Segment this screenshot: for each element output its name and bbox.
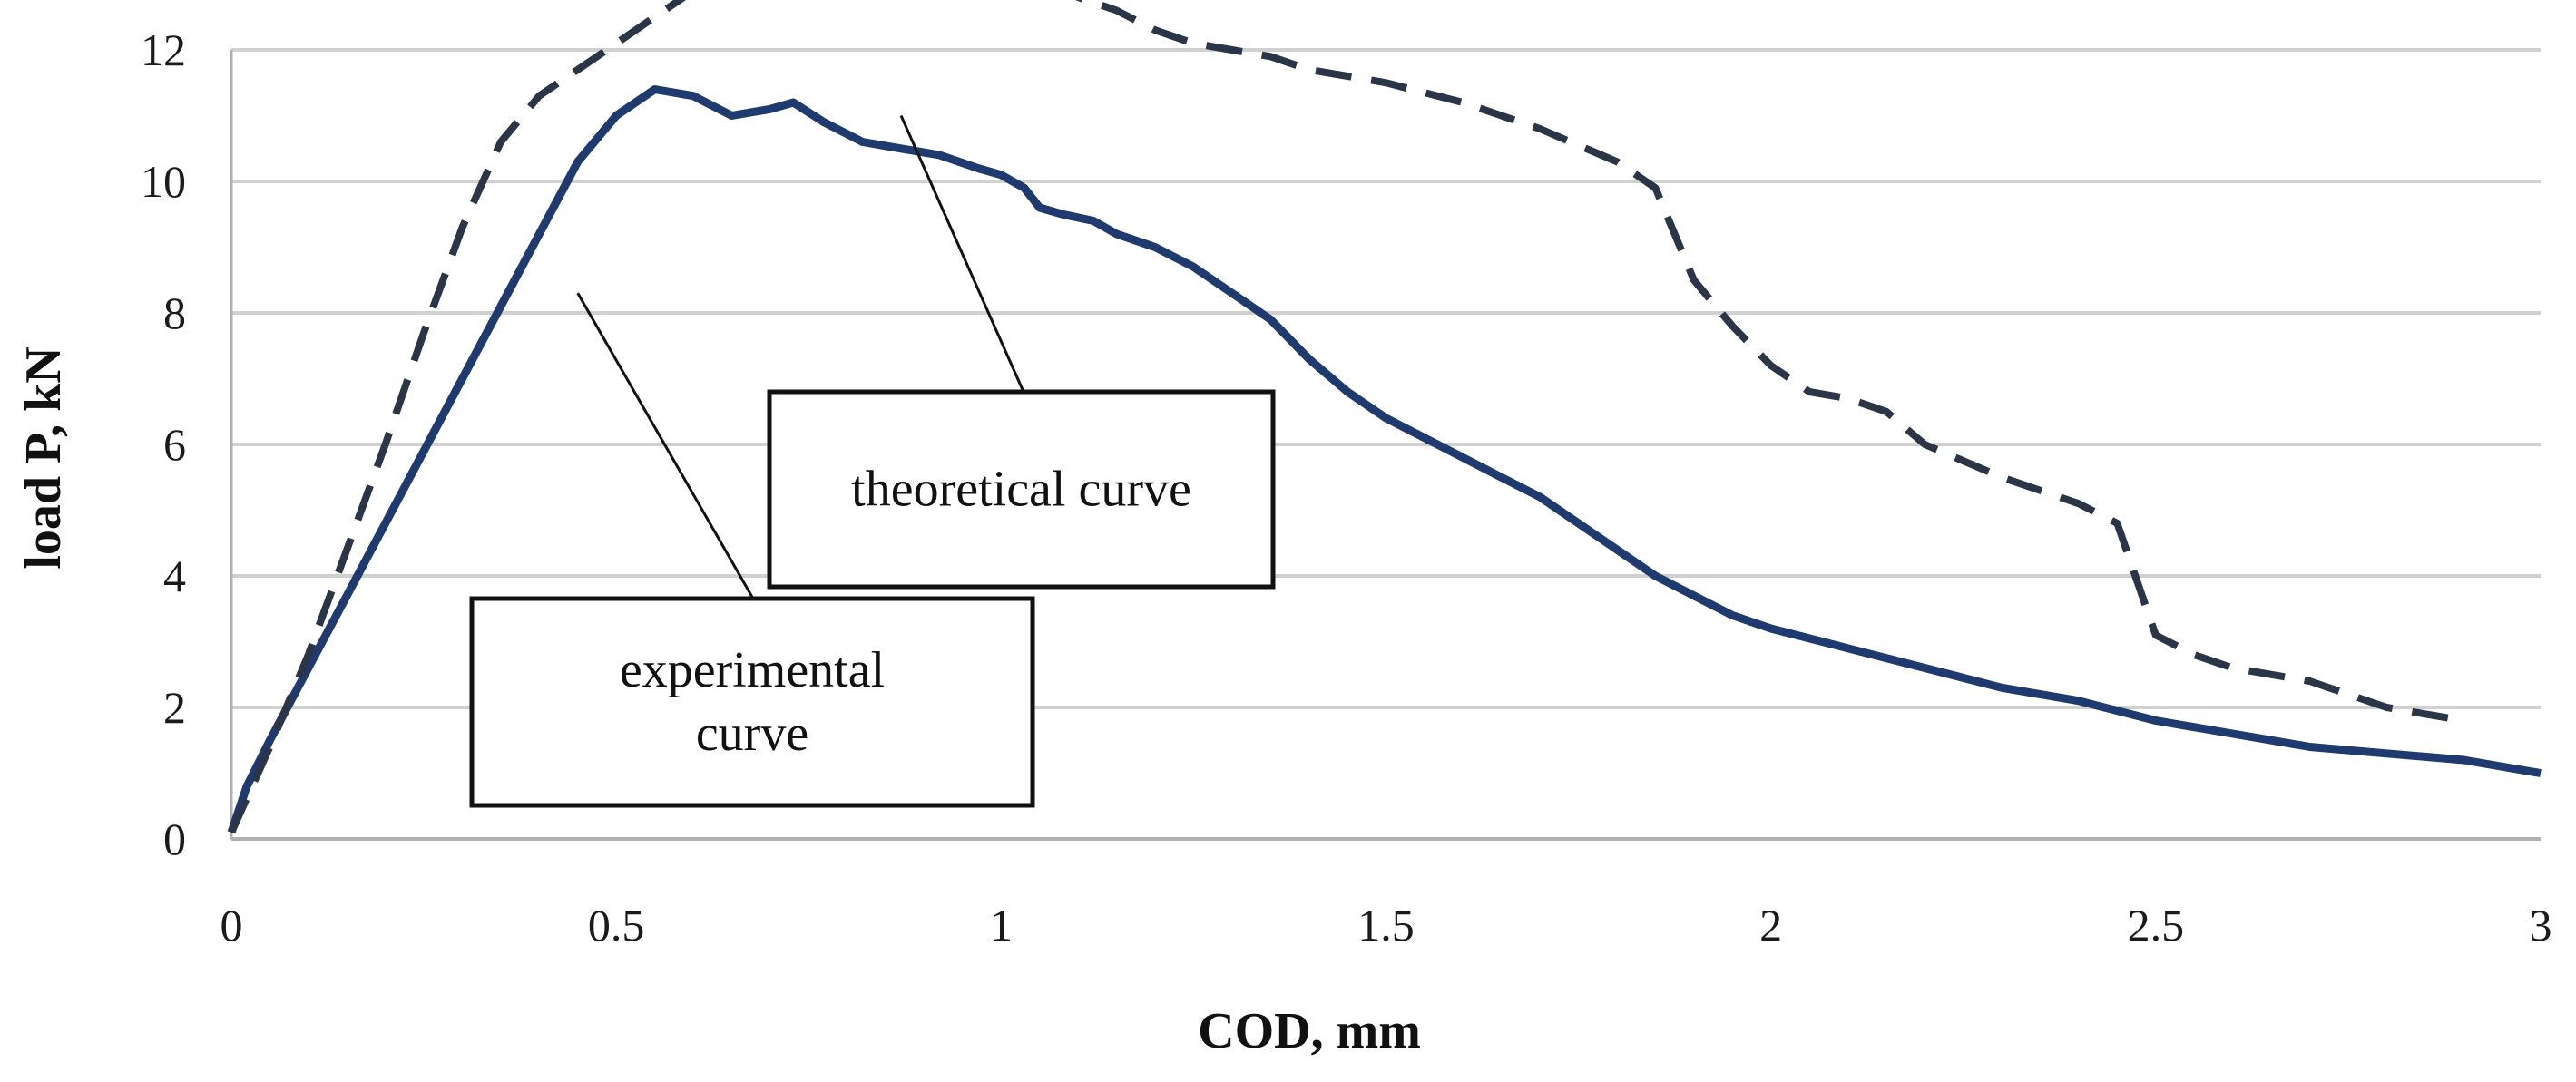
x-tick-label: 0.5	[588, 900, 645, 950]
theoretical-leader-line	[899, 114, 1025, 393]
x-tick-label: 0	[220, 900, 243, 950]
series-group	[227, 0, 2542, 834]
gridlines	[231, 48, 2541, 709]
y-tick-label: 0	[163, 814, 186, 864]
x-tick-label: 1.5	[1357, 900, 1415, 950]
experimental-leader-line	[576, 292, 755, 599]
x-axis-title: COD, mm	[1198, 1003, 1421, 1059]
y-tick-label: 2	[163, 682, 186, 733]
x-tick-label: 3	[2530, 900, 2552, 950]
experimental-label-box	[469, 596, 1035, 808]
x-tick-label: 2.5	[2128, 900, 2185, 950]
x-tick-label: 1	[990, 900, 1013, 950]
experimental-label-text: experimental	[620, 642, 885, 698]
y-tick-label: 12	[141, 24, 186, 75]
theoretical-label-box	[767, 389, 1276, 590]
experimental-curve-line	[227, 85, 2542, 834]
y-tick-label: 8	[163, 288, 186, 338]
theoretical-label-text: theoretical curve	[851, 462, 1191, 518]
annotations: theoretical curve experimental curve	[469, 114, 1276, 808]
theoretical-curve-line	[228, 0, 2464, 834]
experimental-label-text: curve	[696, 706, 808, 762]
x-tick-label: 2	[1759, 900, 1782, 950]
y-tick-label: 10	[141, 156, 186, 207]
axes: 0 2 4 6 8 10 12 0 0.5 1 1.5 2 2.5 3	[141, 24, 2552, 950]
y-axis-title: load P, kN	[15, 346, 72, 569]
y-tick-label: 4	[163, 551, 186, 601]
y-tick-label: 6	[163, 419, 186, 470]
